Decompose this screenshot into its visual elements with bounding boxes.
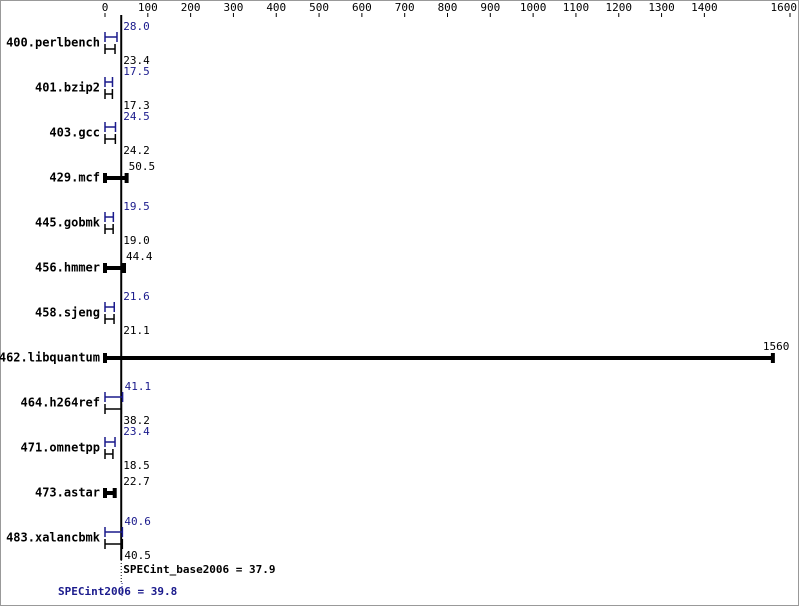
bar	[103, 173, 129, 183]
value-label: 21.1	[123, 324, 150, 337]
bar	[104, 212, 115, 222]
x-tick-label: 300	[224, 1, 244, 14]
x-tick-label: 0	[102, 1, 109, 14]
value-label: 24.5	[123, 110, 150, 123]
category-label: 445.gobmk	[35, 216, 101, 230]
value-label: 17.5	[123, 65, 150, 78]
value-label: 19.0	[123, 234, 150, 247]
value-label: 44.4	[126, 250, 153, 263]
bar	[104, 437, 116, 447]
x-tick-label: 400	[266, 1, 286, 14]
bar	[104, 314, 115, 324]
value-label: 50.5	[129, 160, 156, 173]
x-tick-label: 100	[138, 1, 158, 14]
x-tick-label: 1200	[606, 1, 633, 14]
category-label: 400.perlbench	[6, 36, 100, 50]
bar	[104, 77, 114, 87]
bar	[103, 488, 117, 498]
summary-label: SPECint2006 = 39.8	[58, 585, 177, 598]
value-label: 28.0	[123, 20, 150, 33]
category-label: 462.libquantum	[0, 351, 100, 365]
bar	[104, 302, 115, 312]
category-label: 429.mcf	[49, 171, 100, 185]
bar	[104, 392, 124, 402]
value-label: 17.3	[123, 99, 150, 112]
category-label: 458.sjeng	[35, 306, 100, 320]
category-label: 473.astar	[35, 486, 100, 500]
value-label: 23.4	[123, 425, 150, 438]
value-label: 22.7	[123, 475, 150, 488]
value-label: 24.2	[123, 144, 150, 157]
x-tick-label: 1000	[520, 1, 547, 14]
summary-label: SPECint_base2006 = 37.9	[123, 563, 275, 576]
value-label: 40.5	[124, 549, 151, 562]
category-label: 471.omnetpp	[21, 441, 100, 455]
value-label: 23.4	[123, 54, 150, 67]
value-label: 21.6	[123, 290, 150, 303]
x-tick-label: 1600	[771, 1, 798, 14]
bar	[104, 89, 114, 99]
x-tick-label: 1300	[648, 1, 675, 14]
category-label: 483.xalancbmk	[6, 531, 101, 545]
x-tick-label: 1100	[563, 1, 590, 14]
x-tick-label: 200	[181, 1, 201, 14]
x-tick-label: 900	[480, 1, 500, 14]
x-tick-label: 500	[309, 1, 329, 14]
bar	[104, 224, 114, 234]
bar	[104, 44, 116, 54]
x-tick-label: 1400	[691, 1, 718, 14]
bar	[104, 32, 118, 42]
value-label: 38.2	[123, 414, 149, 427]
value-label: 19.5	[123, 200, 150, 213]
bar	[104, 134, 117, 144]
x-tick-label: 800	[438, 1, 458, 14]
bar	[104, 539, 124, 549]
bar	[104, 122, 117, 132]
bar	[104, 527, 124, 537]
value-label: 40.6	[124, 515, 150, 528]
bar	[103, 353, 775, 363]
bar	[104, 404, 123, 414]
category-label: 401.bzip2	[35, 81, 100, 95]
x-tick-label: 600	[352, 1, 372, 14]
bar	[103, 263, 127, 273]
category-label: 464.h264ref	[21, 396, 100, 410]
x-tick-label: 700	[395, 1, 415, 14]
value-label: 1560	[763, 340, 790, 353]
category-label: 456.hmmer	[35, 261, 100, 275]
category-label: 403.gcc	[49, 126, 100, 140]
value-label: 18.5	[123, 459, 150, 472]
value-label: 41.1	[125, 380, 152, 393]
bar	[104, 449, 114, 459]
